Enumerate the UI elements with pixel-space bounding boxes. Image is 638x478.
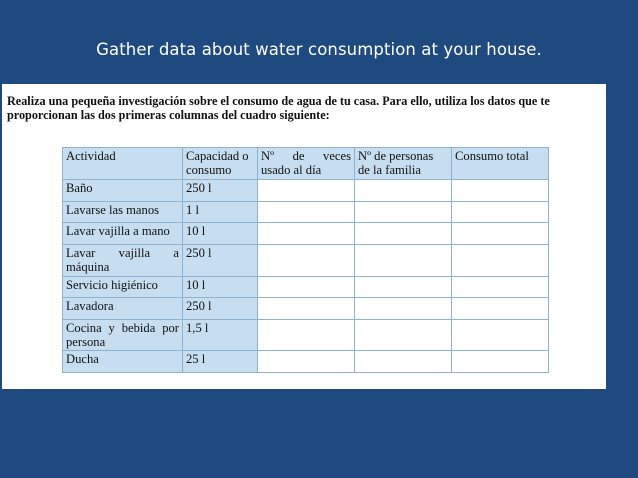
cell-veces xyxy=(257,222,355,245)
cell-capacidad: 10 l xyxy=(182,222,258,245)
slide-title: Gather data about water consumption at y… xyxy=(96,40,542,59)
table-row: Lavadora 250 l xyxy=(62,297,549,320)
cell-actividad: Servicio higiénico xyxy=(62,276,183,298)
cell-personas xyxy=(354,276,452,298)
worksheet-instructions: Realiza una pequeña investigación sobre … xyxy=(7,94,606,122)
header-personas: Nº de personas de la familia xyxy=(354,147,452,180)
cell-actividad: Ducha xyxy=(62,350,183,373)
cell-veces xyxy=(257,201,355,223)
instructions-line-1: Realiza una pequeña investigación sobre … xyxy=(7,94,550,108)
cell-personas xyxy=(354,297,452,320)
worksheet-image: Realiza una pequeña investigación sobre … xyxy=(2,84,606,389)
cell-capacidad: 250 l xyxy=(182,297,258,320)
cell-personas xyxy=(354,179,452,202)
table-row: Ducha 25 l xyxy=(62,350,549,373)
table-row: Lavar vajilla a mano 10 l xyxy=(62,222,549,245)
cell-actividad: Baño xyxy=(62,179,183,202)
water-consumption-table: Actividad Capacidad o consumo Nº de veces… xyxy=(62,147,549,373)
table-header-row: Actividad Capacidad o consumo Nº de veces… xyxy=(62,147,549,180)
cell-capacidad: 250 l xyxy=(182,179,258,202)
cell-capacidad: 1,5 l xyxy=(182,319,258,351)
cell-capacidad: 25 l xyxy=(182,350,258,373)
cell-consumo-total xyxy=(451,319,549,351)
cell-actividad: Cocina y bebida por persona xyxy=(62,319,183,351)
cell-personas xyxy=(354,222,452,245)
cell-capacidad: 1 l xyxy=(182,201,258,223)
cell-capacidad: 10 l xyxy=(182,276,258,298)
cell-consumo-total xyxy=(451,222,549,245)
cell-actividad: Lavadora xyxy=(62,297,183,320)
cell-consumo-total xyxy=(451,276,549,298)
table-row: Lavar vajilla a máquina 250 l xyxy=(62,244,549,277)
instructions-line-2: proporcionan las dos primeras columnas d… xyxy=(7,108,330,122)
cell-veces xyxy=(257,297,355,320)
table-row: Cocina y bebida por persona 1,5 l xyxy=(62,319,549,351)
cell-veces xyxy=(257,276,355,298)
cell-consumo-total xyxy=(451,297,549,320)
cell-capacidad: 250 l xyxy=(182,244,258,277)
table-row: Lavarse las manos 1 l xyxy=(62,201,549,223)
header-veces: Nº de veces usado al día xyxy=(257,147,355,180)
cell-veces xyxy=(257,179,355,202)
cell-consumo-total xyxy=(451,244,549,277)
cell-personas xyxy=(354,319,452,351)
cell-personas xyxy=(354,201,452,223)
cell-actividad: Lavar vajilla a mano xyxy=(62,222,183,245)
cell-personas xyxy=(354,350,452,373)
cell-consumo-total xyxy=(451,350,549,373)
cell-personas xyxy=(354,244,452,277)
table-row: Baño 250 l xyxy=(62,179,549,202)
header-consumo-total: Consumo total xyxy=(451,147,549,180)
cell-consumo-total xyxy=(451,179,549,202)
header-capacidad: Capacidad o consumo xyxy=(182,147,258,180)
cell-veces xyxy=(257,319,355,351)
header-actividad: Actividad xyxy=(62,147,183,180)
cell-veces xyxy=(257,244,355,277)
cell-veces xyxy=(257,350,355,373)
cell-actividad: Lavarse las manos xyxy=(62,201,183,223)
table-row: Servicio higiénico 10 l xyxy=(62,276,549,298)
cell-actividad: Lavar vajilla a máquina xyxy=(62,244,183,277)
cell-consumo-total xyxy=(451,201,549,223)
